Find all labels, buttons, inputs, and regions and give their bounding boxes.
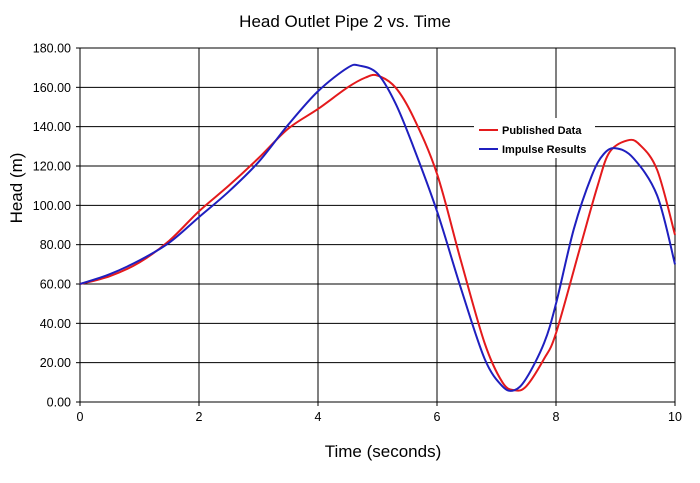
y-tick-label: 40.00: [40, 317, 71, 331]
x-tick-label: 0: [77, 410, 84, 424]
y-tick-label: 0.00: [47, 396, 71, 410]
x-tick-label: 4: [315, 410, 322, 424]
plot-frame: [79, 47, 676, 403]
y-tick-label: 80.00: [40, 238, 71, 252]
series-line-published-data: [79, 73, 676, 392]
x-tick-label: 2: [196, 410, 203, 424]
y-tick-label: 60.00: [40, 278, 71, 292]
y-axis-title: Head (m): [7, 153, 26, 224]
x-axis-title: Time (seconds): [325, 442, 442, 461]
tick-labels: 0.00 20.00 40.00 60.00 80.00 100.00 120.00 140.…: [33, 42, 682, 425]
x-tick-label: 6: [434, 410, 441, 424]
legend-label-impulse: Impulse Results: [502, 144, 586, 156]
chart-title: Head Outlet Pipe 2 vs. Time: [239, 12, 451, 31]
legend-box: [474, 118, 595, 158]
legend: Published Data Impulse Results: [474, 118, 595, 158]
y-tick-label: 160.00: [33, 81, 71, 95]
legend-label-published: Published Data: [502, 125, 582, 137]
series-line-impulse-results: [79, 63, 676, 392]
y-tick-label: 20.00: [40, 356, 71, 370]
y-tick-label: 180.00: [33, 42, 71, 56]
x-tick-label: 10: [668, 410, 682, 424]
y-tick-label: 140.00: [33, 120, 71, 134]
y-tick-label: 120.00: [33, 160, 71, 174]
x-tick-label: 8: [553, 410, 560, 424]
series-lines: [79, 63, 676, 392]
gridlines: [76, 47, 676, 406]
y-tick-label: 100.00: [33, 199, 71, 213]
